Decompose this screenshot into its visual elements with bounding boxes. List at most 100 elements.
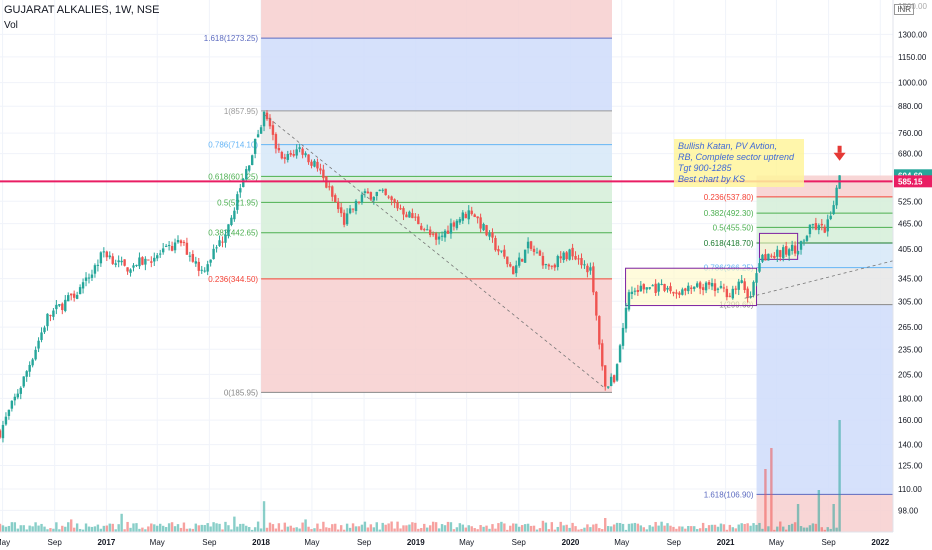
candle-body	[156, 255, 159, 259]
candle-body	[710, 282, 714, 287]
volume-bar	[230, 529, 233, 532]
volume-bar	[520, 525, 524, 532]
volume-bar	[485, 525, 488, 532]
volume-bar	[218, 523, 221, 532]
volume-bar	[571, 522, 574, 532]
volume-bar	[458, 523, 462, 532]
volume-bar	[236, 526, 239, 532]
price-axis-tick: 405.00	[898, 245, 923, 254]
volume-bar	[544, 522, 548, 532]
volume-bar	[494, 528, 497, 532]
volume-bar	[598, 528, 601, 532]
volume-bar	[461, 524, 465, 532]
candle-body	[123, 259, 126, 266]
trendline	[263, 114, 606, 389]
candle-body	[761, 254, 764, 262]
candle-body	[645, 287, 648, 290]
volume-bar	[562, 525, 565, 532]
volume-bar	[40, 523, 43, 532]
candle-body	[197, 261, 200, 271]
candle-body	[28, 364, 31, 372]
candle-body	[411, 213, 414, 219]
volume-bar	[633, 522, 637, 532]
candle-body	[529, 241, 533, 249]
candle-body	[230, 217, 233, 225]
fib-left-zone	[261, 278, 613, 393]
time-axis-tick: Sep	[512, 538, 527, 547]
candle-body	[393, 199, 396, 204]
annotation-note[interactable]: Bullish Katan, PV Avtion, RB, Complete s…	[674, 139, 804, 187]
volume-bar	[681, 526, 684, 532]
candle-body	[58, 304, 61, 306]
candle-body	[672, 291, 675, 294]
volume-bar	[716, 526, 720, 532]
volume-bar	[93, 526, 97, 532]
price-axis-tick: 305.00	[898, 297, 923, 306]
volume-bar	[690, 526, 693, 532]
candle-body	[4, 416, 8, 425]
price-axis-tick: 465.00	[898, 220, 923, 229]
candle-body	[375, 191, 378, 197]
time-axis-tick: Sep	[357, 538, 372, 547]
volume-bar	[277, 523, 281, 532]
volume-bar	[764, 469, 767, 532]
candle-body	[592, 266, 595, 293]
candle-body	[78, 287, 82, 295]
volume-bar	[295, 527, 298, 532]
volume-bar	[782, 526, 785, 532]
price-axis-tick: 180.00	[898, 394, 923, 403]
fib-left-level-label: 0.786(714.10)	[208, 141, 258, 150]
volume-bar	[787, 524, 791, 532]
candle-body	[651, 285, 654, 287]
candle-body	[304, 153, 307, 156]
candle-body	[144, 258, 147, 265]
candle-body	[654, 283, 657, 293]
candle-body	[396, 202, 399, 209]
volume-bar	[161, 525, 165, 532]
candle-body	[277, 148, 281, 151]
volume-bar	[37, 525, 40, 532]
candle-body	[678, 292, 681, 295]
volume-bar	[559, 521, 562, 532]
volume-bar	[28, 525, 31, 532]
volume-bar	[328, 527, 331, 532]
candle-body	[428, 229, 432, 235]
volume-bar	[449, 522, 453, 532]
volume-bar	[423, 523, 426, 532]
volume-bar	[304, 519, 307, 532]
candle-body	[188, 255, 192, 257]
candle-body	[319, 168, 322, 171]
candle-body	[22, 376, 25, 387]
volume-bar	[307, 526, 310, 532]
volume-bar	[156, 525, 159, 532]
volume-bar	[832, 504, 835, 532]
candle-body	[203, 270, 206, 272]
time-axis-tick: May	[150, 538, 165, 547]
volume-bar	[414, 522, 417, 532]
volume-bar	[704, 528, 708, 532]
volume-bar	[393, 528, 396, 532]
candle-body	[117, 260, 120, 263]
volume-bar	[239, 523, 242, 532]
candle-body	[467, 210, 470, 220]
volume-bar	[363, 521, 367, 532]
volume-bar	[746, 523, 749, 532]
candle-body	[446, 230, 450, 234]
volume-bar	[535, 529, 539, 532]
volume-bar	[334, 523, 337, 532]
volume-bar	[256, 521, 260, 532]
candle-body	[624, 307, 628, 329]
candle-body	[49, 315, 52, 317]
time-axis-tick: May	[459, 538, 474, 547]
volume-bar	[96, 524, 100, 532]
volume-bar	[123, 529, 126, 532]
volume-bar	[523, 524, 527, 532]
volume-bar	[147, 526, 150, 532]
volume-bar	[233, 516, 236, 532]
volume-bar	[22, 525, 25, 532]
volume-bar	[111, 523, 114, 532]
volume-bar	[331, 524, 334, 532]
note-line-3: Tgt 900-1285	[678, 163, 732, 173]
candle-body	[351, 208, 355, 210]
